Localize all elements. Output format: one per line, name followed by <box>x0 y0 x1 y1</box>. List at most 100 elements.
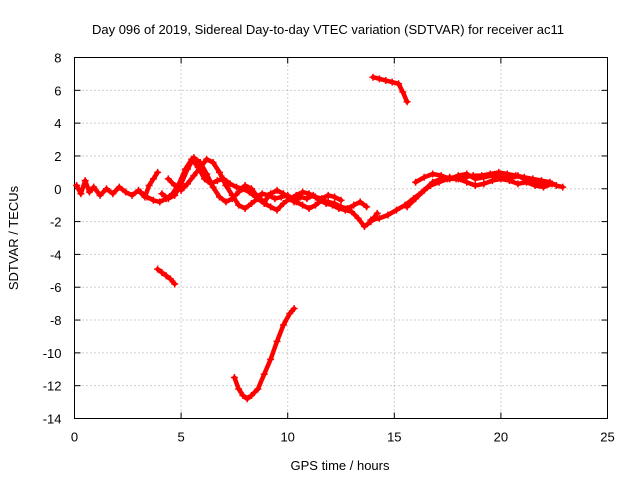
data-point <box>115 183 123 191</box>
data-point <box>122 188 130 196</box>
data-point <box>273 186 281 194</box>
data-point <box>247 200 255 208</box>
x-tick-label: 10 <box>280 430 294 445</box>
x-tick-label: 15 <box>387 430 401 445</box>
data-point <box>254 193 262 201</box>
x-axis-label: GPS time / hours <box>291 458 390 473</box>
data-point <box>77 190 85 198</box>
data-point <box>228 195 236 203</box>
data-point <box>102 185 110 193</box>
data-point <box>292 198 300 206</box>
data-point <box>286 195 294 203</box>
data-point <box>337 203 345 211</box>
data-point <box>292 191 300 199</box>
data-point <box>90 183 98 191</box>
data-point <box>215 168 223 176</box>
data-point <box>497 173 505 181</box>
data-point <box>350 201 358 209</box>
data-point <box>429 178 437 186</box>
data-point <box>164 175 172 183</box>
data-point <box>247 185 255 193</box>
data-point <box>247 392 255 400</box>
data-point <box>128 191 136 199</box>
data-point <box>171 181 179 189</box>
data-point <box>158 268 166 276</box>
series-line <box>370 74 410 105</box>
y-tick-label: 4 <box>54 116 61 131</box>
data-point <box>154 168 162 176</box>
data-point <box>412 195 420 203</box>
data-point <box>480 180 488 188</box>
data-point <box>382 76 390 84</box>
data-point <box>375 214 383 222</box>
axis-ticks <box>74 57 608 419</box>
data-point <box>279 200 287 208</box>
data-point <box>230 373 238 381</box>
data-point <box>446 175 454 183</box>
series-arc-1 <box>73 168 162 201</box>
data-point <box>403 98 411 106</box>
data-point <box>109 190 117 198</box>
data-point <box>271 195 279 203</box>
data-point <box>241 181 249 189</box>
data-point <box>183 180 191 188</box>
data-point <box>260 198 268 206</box>
data-point <box>514 180 522 188</box>
data-point <box>531 178 539 186</box>
data-point <box>226 180 234 188</box>
data-point <box>290 305 298 313</box>
data-point <box>85 188 93 196</box>
data-point <box>273 206 281 214</box>
y-tick-label: -2 <box>50 215 62 230</box>
data-point <box>156 198 164 206</box>
data-point <box>348 208 356 216</box>
data-point <box>363 203 371 211</box>
data-point <box>241 204 249 212</box>
data-point <box>471 181 479 189</box>
data-point <box>384 211 392 219</box>
x-tick-label: 20 <box>494 430 508 445</box>
data-point <box>154 265 162 273</box>
data-point <box>471 175 479 183</box>
data-point <box>324 191 332 199</box>
data-point <box>559 183 567 191</box>
data-point <box>311 193 319 201</box>
data-point <box>267 203 275 211</box>
data-point <box>388 78 396 86</box>
data-point <box>437 172 445 180</box>
y-tick-label: 6 <box>54 83 61 98</box>
data-point <box>375 75 383 83</box>
data-point <box>190 154 198 162</box>
data-point <box>267 190 275 198</box>
data-point <box>158 190 166 198</box>
data-point <box>324 198 332 206</box>
data-point <box>143 193 151 201</box>
data-point <box>540 180 548 188</box>
data-point <box>373 209 381 217</box>
data-point <box>369 73 377 81</box>
y-tick-label: -12 <box>43 379 62 394</box>
grid <box>74 57 608 419</box>
series-arc-7 <box>412 170 548 188</box>
series-line <box>74 170 160 200</box>
data-point <box>203 155 211 163</box>
data-point <box>305 204 313 212</box>
data-point <box>96 191 104 199</box>
data-point <box>337 196 345 204</box>
data-point <box>260 370 268 378</box>
data-point <box>367 216 375 224</box>
data-point <box>233 183 241 191</box>
data-point <box>239 392 247 400</box>
data-point <box>286 309 294 317</box>
data-point <box>360 223 368 231</box>
y-tick-label: -4 <box>50 247 62 262</box>
data-point <box>145 181 153 189</box>
chart-title: Day 096 of 2019, Sidereal Day-to-day VTE… <box>92 22 564 37</box>
data-point <box>331 200 339 208</box>
data-point <box>162 272 170 280</box>
data-point <box>412 178 420 186</box>
data-point <box>254 385 262 393</box>
data-point <box>331 193 339 201</box>
data-point <box>149 175 157 183</box>
